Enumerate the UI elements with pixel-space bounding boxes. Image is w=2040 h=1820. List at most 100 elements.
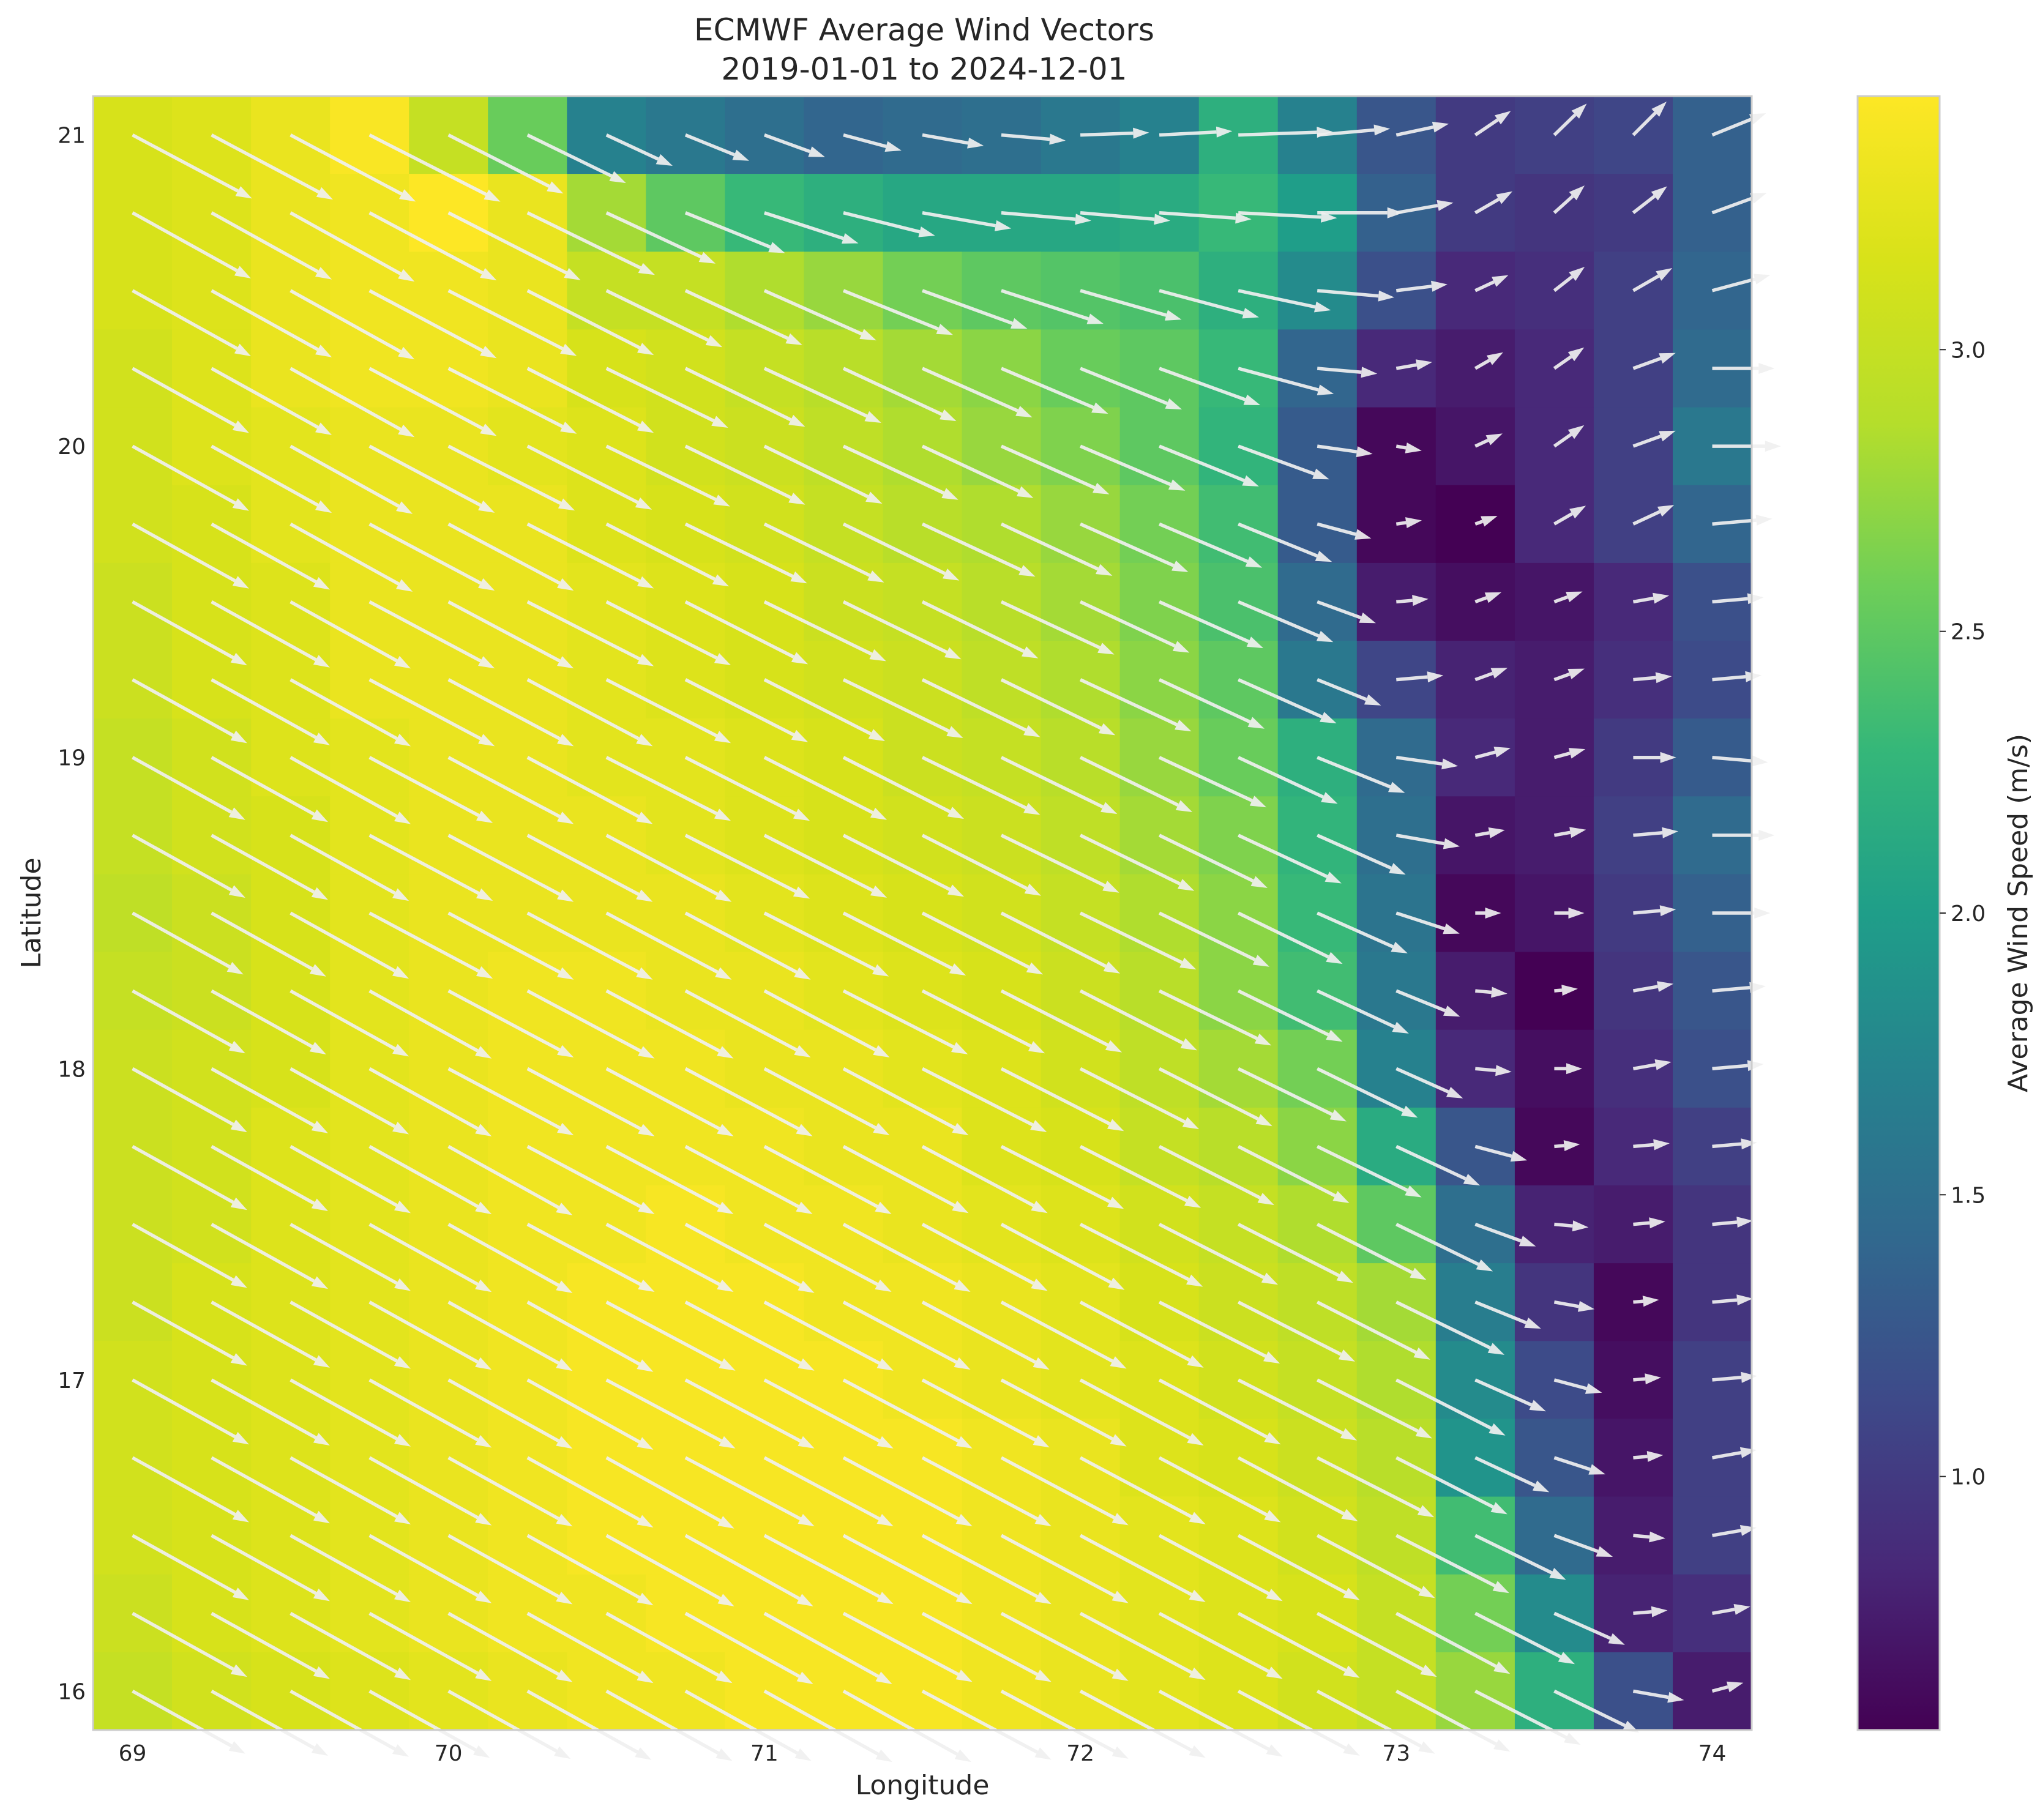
- wind-arrow: [1395, 755, 1459, 770]
- wind-arrow: [605, 989, 734, 1059]
- wind-arrow: [1079, 989, 1197, 1051]
- x-axis-ticks: 69 70 71 72 73 74: [119, 1741, 1727, 1766]
- wind-arrow: [368, 289, 497, 359]
- wind-arrow: [1317, 600, 1376, 624]
- y-tick-label: 17: [58, 1368, 86, 1393]
- wind-arrow: [1158, 1223, 1279, 1285]
- wind-arrow: [1000, 367, 1108, 414]
- wind-arrow: [921, 1378, 1050, 1448]
- wind-arrow: [368, 756, 493, 823]
- wind-arrow: [1079, 522, 1189, 572]
- wind-arrow: [605, 1300, 736, 1371]
- wind-arrow: [526, 989, 655, 1059]
- wind-arrow: [921, 1300, 1050, 1370]
- wind-arrow: [763, 289, 876, 341]
- wind-arrow: [526, 1067, 655, 1136]
- wind-arrow: [921, 1611, 1052, 1682]
- wind-arrow: [921, 522, 1036, 577]
- wind-arrow: [921, 600, 1039, 658]
- wind-arrow: [1633, 1296, 1659, 1307]
- wind-arrow: [368, 1067, 492, 1136]
- wind-arrow: [1079, 1456, 1206, 1524]
- wind-arrow: [1237, 1689, 1360, 1756]
- wind-arrows: [132, 102, 1781, 1762]
- wind-arrow: [1079, 1378, 1204, 1445]
- wind-arrow: [1079, 756, 1193, 812]
- wind-arrow: [1317, 756, 1405, 793]
- wind-arrow: [211, 289, 332, 357]
- wind-arrow: [684, 678, 809, 742]
- wind-arrow: [526, 522, 654, 589]
- wind-arrow: [1079, 1223, 1203, 1287]
- wind-arrow: [1395, 834, 1460, 849]
- wind-arrow: [211, 522, 330, 590]
- wind-arrow: [1475, 1065, 1512, 1076]
- wind-arrow: [1633, 672, 1672, 684]
- wind-arrow: [1000, 1067, 1124, 1132]
- wind-arrow: [1317, 124, 1391, 137]
- wind-arrow: [921, 1223, 1048, 1291]
- wind-arrow: [1158, 1067, 1272, 1127]
- wind-arrow: [1080, 367, 1183, 410]
- wind-arrow: [605, 522, 729, 587]
- wind-arrow: [842, 600, 962, 660]
- wind-arrow: [763, 1067, 890, 1136]
- wind-arrow: [1000, 834, 1119, 893]
- wind-arrow: [684, 1300, 815, 1371]
- wind-arrow: [605, 1144, 734, 1214]
- wind-arrow: [368, 989, 492, 1059]
- wind-arrow: [1474, 275, 1509, 293]
- wind-arrow: [1395, 1067, 1463, 1098]
- wind-arrow: [1237, 1534, 1360, 1600]
- wind-arrow: [132, 1378, 249, 1445]
- wind-arrow: [921, 444, 1034, 498]
- wind-arrow: [1474, 668, 1508, 682]
- wind-arrow: [1395, 1378, 1506, 1436]
- wind-arrow: [526, 367, 654, 433]
- wind-arrow: [684, 834, 810, 899]
- wind-arrow: [447, 1223, 573, 1293]
- wind-arrow: [1395, 442, 1422, 453]
- wind-arrow: [132, 600, 247, 666]
- wind-arrow: [921, 1456, 1052, 1527]
- wind-arrow: [1712, 671, 1762, 682]
- wind-arrow: [842, 1300, 971, 1370]
- wind-arrow: [1316, 1378, 1432, 1439]
- wind-arrow: [290, 1144, 411, 1214]
- wind-arrow: [1316, 1534, 1435, 1598]
- x-tick-label: 70: [435, 1741, 463, 1766]
- wind-arrow: [211, 989, 326, 1054]
- wind-arrow: [1317, 834, 1406, 875]
- colorbar-tick-label: 1.0: [1951, 1465, 1986, 1490]
- wind-arrow: [605, 1223, 734, 1292]
- wind-arrow: [211, 1456, 330, 1524]
- wind-arrow: [684, 600, 809, 665]
- wind-arrow: [1633, 1606, 1668, 1617]
- wind-arrow: [763, 367, 881, 423]
- wind-arrow: [1633, 1217, 1665, 1229]
- wind-arrow: [1001, 211, 1091, 225]
- wind-arrow: [447, 367, 577, 434]
- wind-arrow: [1000, 444, 1110, 494]
- wind-arrow: [1553, 827, 1586, 838]
- wind-arrow: [763, 1689, 892, 1762]
- wind-arrow: [1158, 1300, 1280, 1364]
- wind-arrow: [368, 444, 495, 513]
- wind-arrow: [1395, 1300, 1504, 1355]
- wind-arrow: [447, 989, 574, 1057]
- wind-arrow: [922, 289, 1028, 329]
- wind-arrow: [1554, 908, 1585, 919]
- wind-arrow: [605, 1689, 733, 1761]
- wind-arrow: [921, 989, 1045, 1054]
- wind-arrow: [763, 1534, 894, 1605]
- wind-arrow: [447, 211, 581, 280]
- wind-arrow: [1316, 1689, 1435, 1754]
- wind-arrow: [1632, 102, 1667, 136]
- wind-arrow: [1553, 1611, 1625, 1645]
- wind-arrow: [842, 1144, 969, 1214]
- wind-arrow: [1712, 1604, 1750, 1616]
- wind-arrow: [526, 1378, 654, 1450]
- wind-arrow: [1317, 207, 1403, 218]
- wind-arrow: [763, 1144, 892, 1214]
- wind-arrow: [1316, 1611, 1437, 1677]
